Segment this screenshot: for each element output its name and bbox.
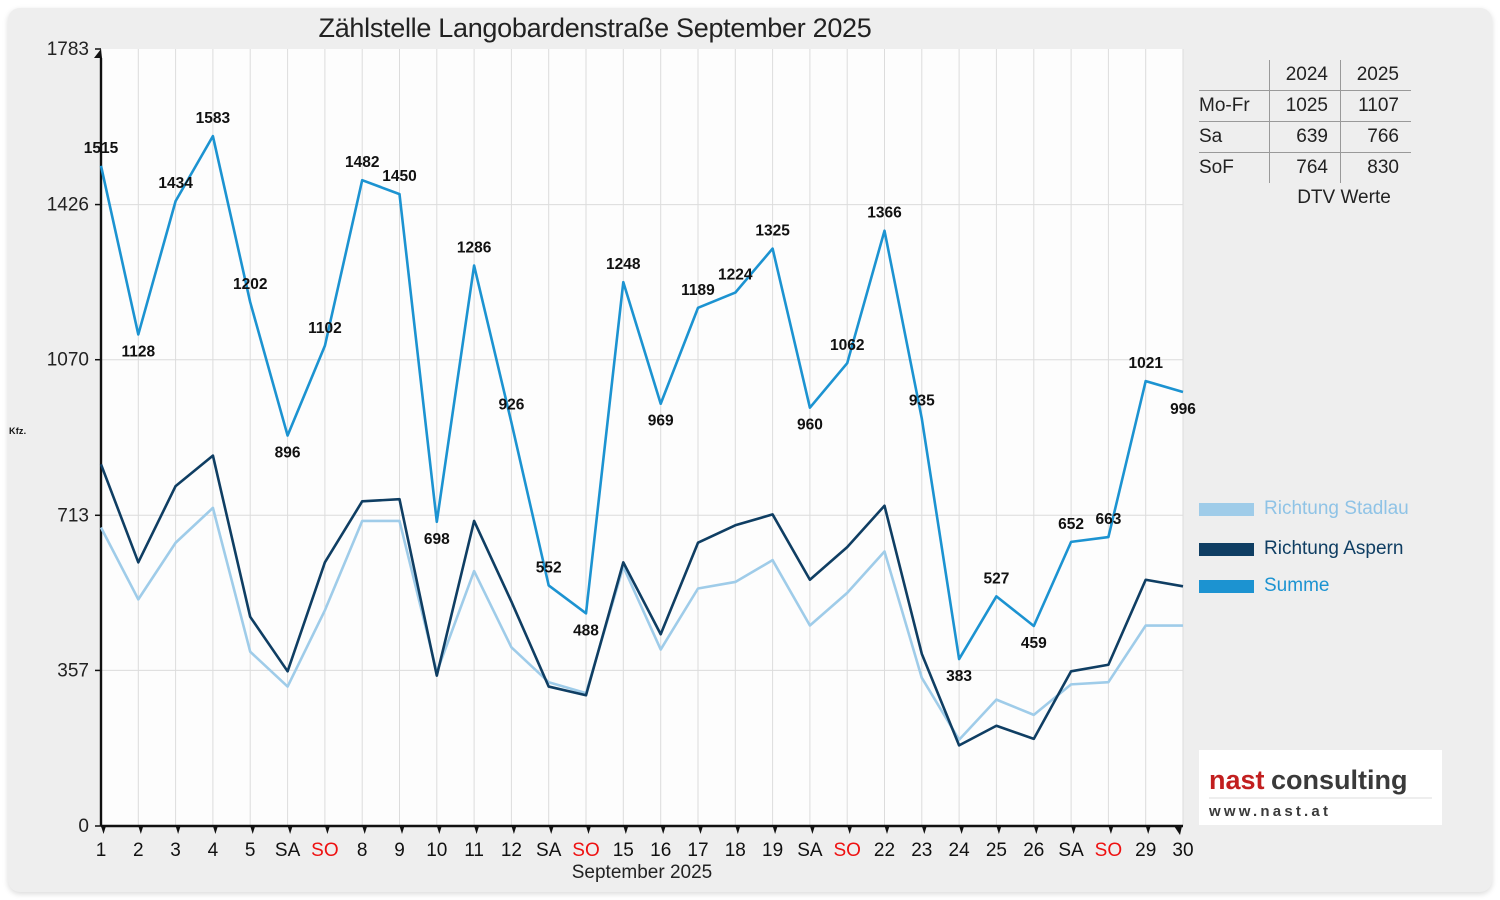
- svg-text:357: 357: [57, 660, 89, 681]
- svg-text:22: 22: [874, 840, 895, 861]
- svg-text:19: 19: [762, 840, 783, 861]
- svg-text:1: 1: [96, 840, 107, 861]
- svg-text:1482: 1482: [345, 154, 379, 171]
- svg-text:4: 4: [208, 840, 219, 861]
- svg-text:1515: 1515: [84, 140, 119, 157]
- svg-text:2: 2: [133, 840, 144, 861]
- svg-text:698: 698: [424, 531, 450, 548]
- svg-text:3: 3: [170, 840, 181, 861]
- svg-text:15: 15: [613, 840, 634, 861]
- svg-text:527: 527: [983, 570, 1009, 587]
- svg-text:960: 960: [797, 417, 823, 434]
- svg-text:SO: SO: [311, 840, 338, 861]
- svg-text:1434: 1434: [158, 175, 193, 192]
- svg-text:9: 9: [394, 840, 405, 861]
- svg-text:926: 926: [498, 397, 524, 414]
- svg-text:1070: 1070: [47, 350, 89, 371]
- svg-text:488: 488: [573, 622, 599, 639]
- svg-text:1248: 1248: [606, 256, 641, 273]
- svg-text:SA: SA: [1058, 840, 1084, 861]
- svg-text:552: 552: [536, 559, 562, 576]
- svg-text:1366: 1366: [867, 205, 902, 222]
- svg-text:1325: 1325: [755, 223, 790, 240]
- svg-text:16: 16: [650, 840, 671, 861]
- svg-text:1128: 1128: [121, 343, 155, 360]
- svg-text:713: 713: [57, 505, 89, 526]
- svg-text:1189: 1189: [681, 282, 715, 299]
- svg-text:1224: 1224: [718, 267, 753, 284]
- svg-text:1062: 1062: [830, 337, 864, 354]
- svg-text:1783: 1783: [47, 39, 89, 60]
- svg-text:459: 459: [1021, 635, 1047, 652]
- svg-text:996: 996: [1170, 401, 1196, 418]
- svg-text:17: 17: [687, 840, 708, 861]
- svg-text:1286: 1286: [457, 240, 492, 257]
- svg-text:663: 663: [1095, 511, 1121, 528]
- svg-text:18: 18: [725, 840, 746, 861]
- svg-text:SA: SA: [275, 840, 301, 861]
- svg-text:SA: SA: [536, 840, 562, 861]
- svg-text:26: 26: [1023, 840, 1044, 861]
- svg-text:1450: 1450: [382, 168, 416, 185]
- svg-text:652: 652: [1058, 516, 1084, 533]
- svg-text:383: 383: [946, 668, 972, 685]
- svg-text:896: 896: [275, 445, 301, 462]
- svg-text:25: 25: [986, 840, 1007, 861]
- svg-text:1102: 1102: [308, 320, 342, 337]
- svg-text:0: 0: [78, 816, 89, 837]
- svg-text:935: 935: [909, 393, 935, 410]
- svg-text:SO: SO: [572, 840, 599, 861]
- svg-text:1426: 1426: [47, 195, 89, 216]
- svg-text:11: 11: [464, 840, 484, 861]
- svg-text:1202: 1202: [233, 276, 267, 293]
- svg-text:12: 12: [501, 840, 522, 861]
- svg-text:1583: 1583: [196, 110, 231, 127]
- svg-text:24: 24: [949, 840, 971, 861]
- svg-text:1021: 1021: [1128, 355, 1163, 372]
- svg-text:29: 29: [1135, 840, 1156, 861]
- svg-text:SO: SO: [833, 840, 860, 861]
- svg-text:30: 30: [1172, 840, 1193, 861]
- svg-text:10: 10: [426, 840, 447, 861]
- svg-text:SA: SA: [797, 840, 823, 861]
- svg-text:5: 5: [245, 840, 256, 861]
- svg-text:23: 23: [911, 840, 932, 861]
- svg-text:SO: SO: [1095, 840, 1122, 861]
- svg-text:8: 8: [357, 840, 368, 861]
- svg-text:969: 969: [648, 413, 674, 430]
